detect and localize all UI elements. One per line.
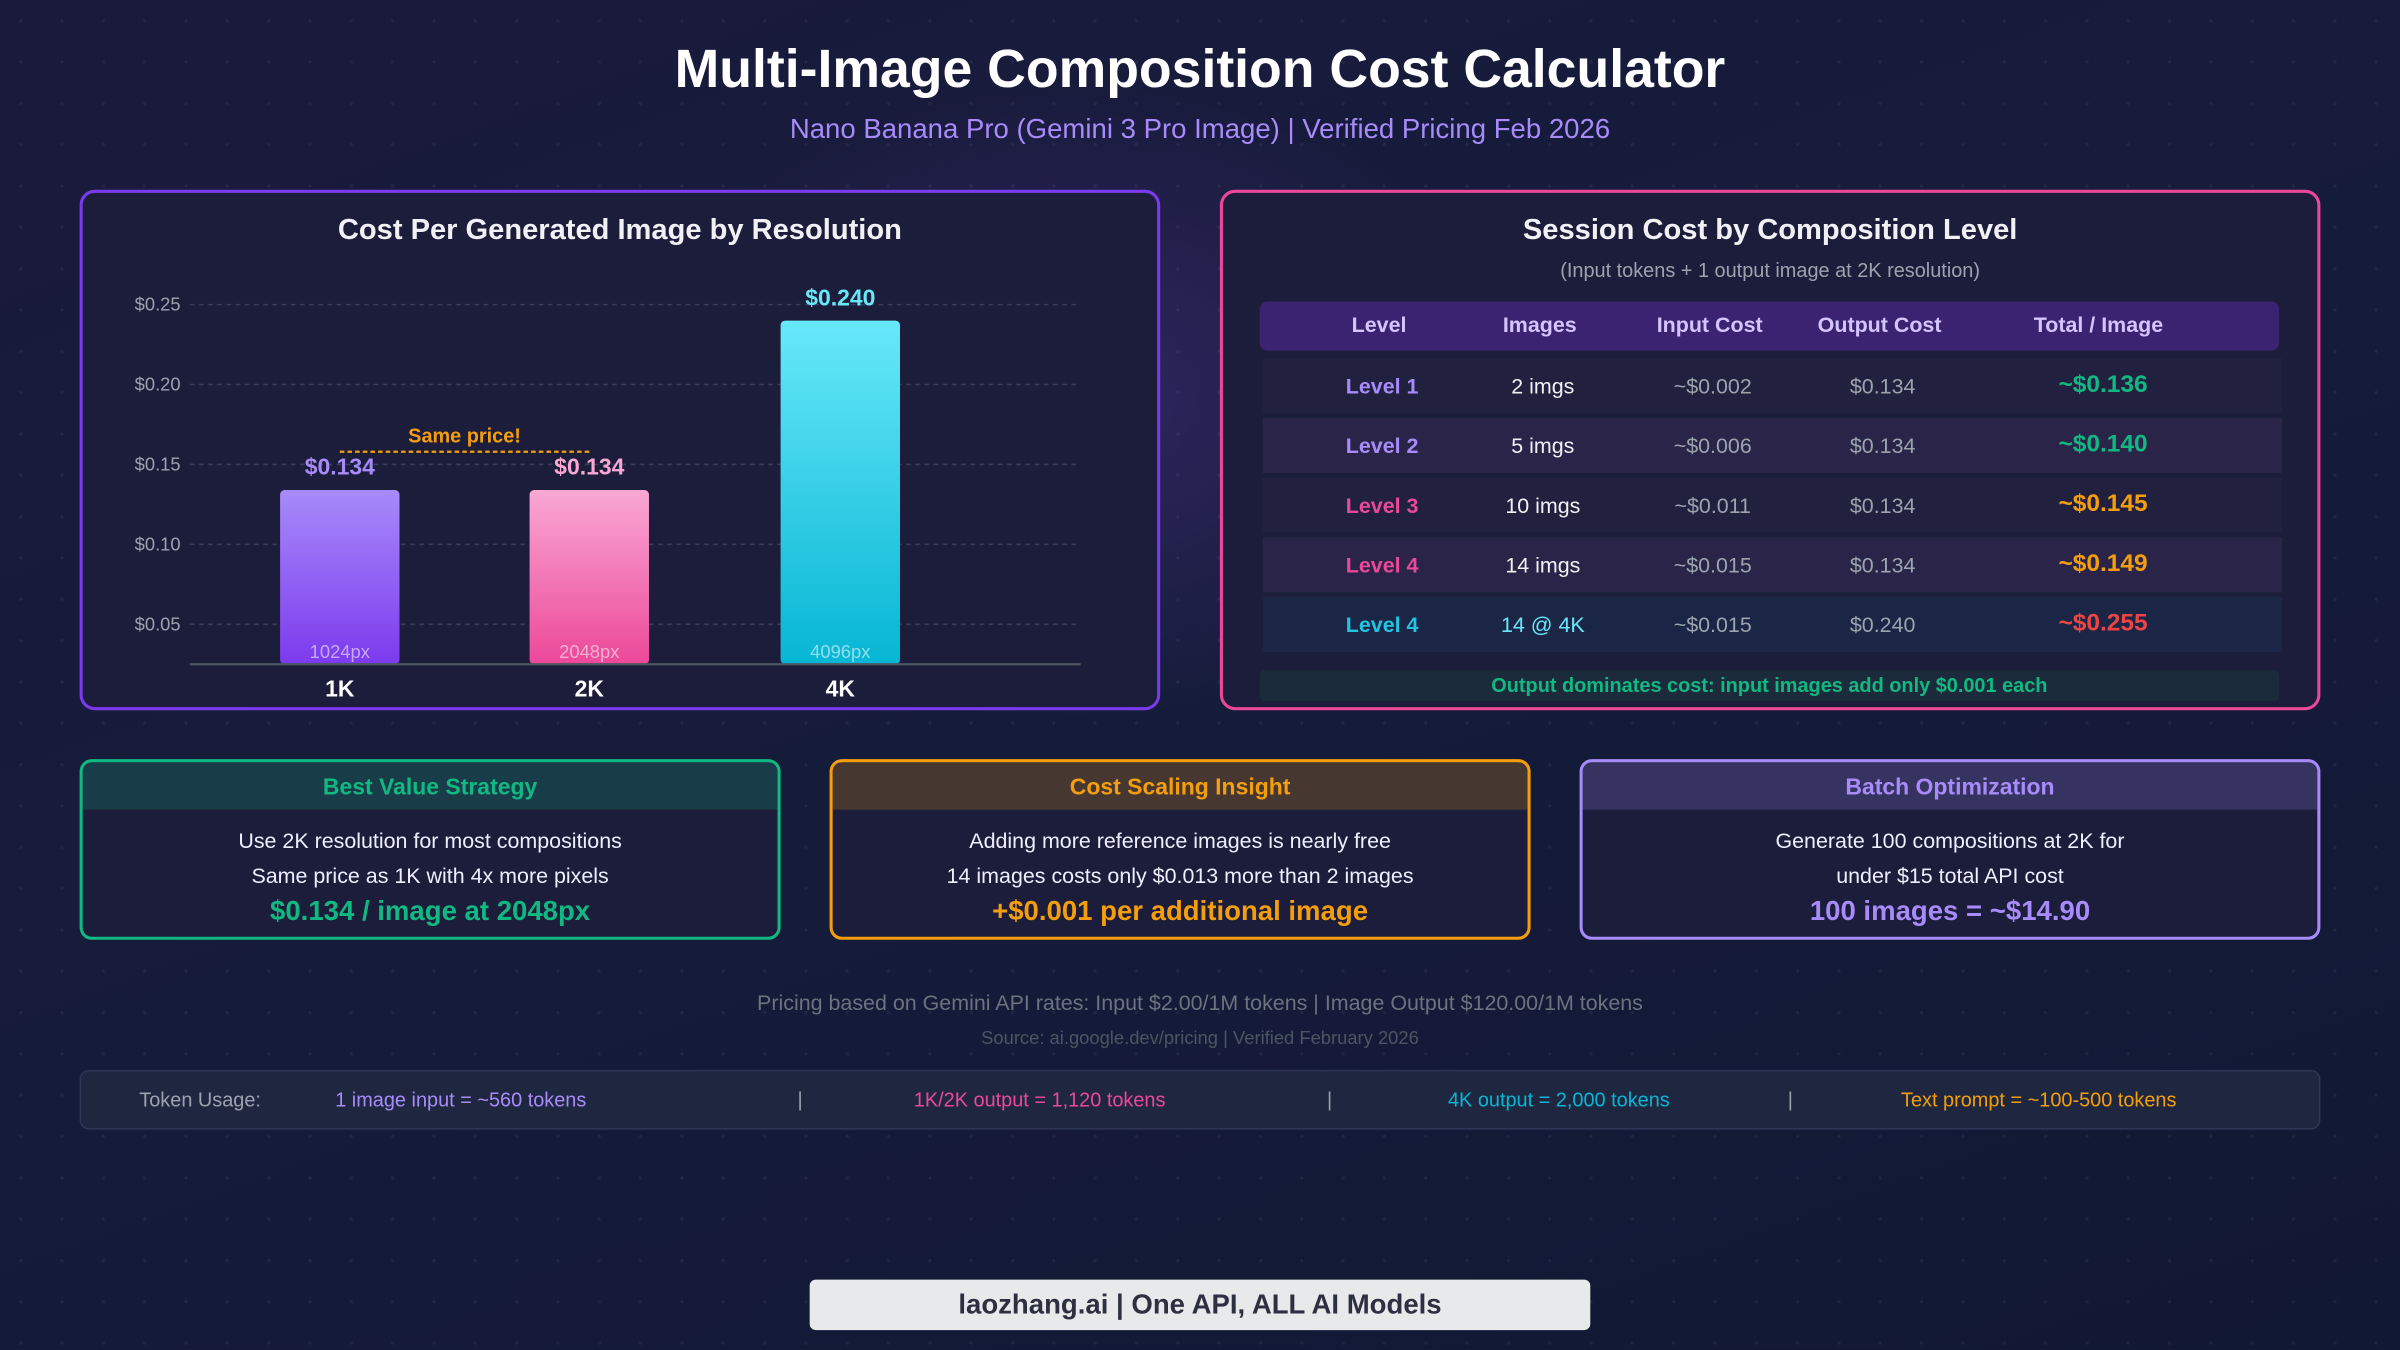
bar-1K [280,490,400,665]
separator: | [797,1088,803,1112]
resolution-chart-panel: Cost Per Generated Image by Resolution $… [79,189,1161,711]
separator: | [1327,1088,1333,1112]
output-cost-cell: $0.134 [1849,433,1916,458]
col-output-cost: Output Cost [1817,312,1942,337]
input-cost-cell: ~$0.006 [1673,433,1752,458]
token-usage-label: Token Usage: [139,1088,261,1112]
images-cell: 10 imgs [1505,492,1581,518]
insight-card: Best Value Strategy Use 2K resolution fo… [79,759,781,940]
bar-sublabel: 4096px [810,641,870,662]
card-highlight: $0.134 / image at 2048px [270,895,591,927]
output-cost-cell: $0.240 [1849,612,1916,637]
total-cell: ~$0.136 [2058,371,2148,398]
x-tick-label: 4K [826,675,856,701]
bar-sublabel: 1024px [310,641,370,662]
table-row: Level 4 14 @ 4K ~$0.015 $0.240 ~$0.255 [1262,596,2283,653]
card-highlight: +$0.001 per additional image [992,895,1369,927]
x-tick-label: 2K [575,675,605,701]
bar-4K [780,320,900,665]
bar-sublabel: 2048px [559,641,619,662]
card-title: Cost Scaling Insight [832,762,1528,810]
same-price-annotation: Same price! [408,426,521,448]
pricing-note: Pricing based on Gemini API rates: Input… [757,990,1643,1015]
insight-card: Cost Scaling Insight Adding more referen… [829,759,1531,940]
composition-table-panel: Session Cost by Composition Level (Input… [1219,189,2321,711]
card-line: Adding more reference images is nearly f… [969,828,1391,853]
insight-card: Batch Optimization Generate 100 composit… [1579,759,2321,940]
card-line: 14 images costs only $0.013 more than 2 … [946,863,1414,888]
card-line: under $15 total API cost [1836,863,2064,888]
x-tick-label: 1K [325,675,355,701]
level-cell: Level 4 [1345,552,1419,578]
token-item: 4K output = 2,000 tokens [1447,1088,1670,1112]
card-line: Generate 100 compositions at 2K for [1775,828,2125,853]
images-cell: 14 @ 4K [1500,612,1585,637]
y-tick-label: $0.15 [135,454,181,475]
card-highlight: 100 images = ~$14.90 [1809,895,2091,927]
table-row: Level 2 5 imgs ~$0.006 $0.134 ~$0.140 [1262,417,2283,473]
total-cell: ~$0.255 [2058,610,2148,637]
table-row: Level 3 10 imgs ~$0.011 $0.134 ~$0.145 [1262,477,2283,533]
token-item: Text prompt = ~100-500 tokens [1901,1088,2177,1112]
total-cell: ~$0.140 [2058,431,2148,458]
col-images: Images [1502,312,1577,337]
page-subtitle: Nano Banana Pro (Gemini 3 Pro Image) | V… [789,113,1611,144]
source-note: Source: ai.google.dev/pricing | Verified… [981,1027,1419,1049]
y-tick-label: $0.25 [135,294,181,315]
chart-title: Cost Per Generated Image by Resolution [337,214,902,247]
bar-value-label: $0.240 [805,284,875,310]
token-item: 1K/2K output = 1,120 tokens [913,1088,1166,1112]
table-header: Level Images Input Cost Output Cost Tota… [1259,301,2280,351]
col-level: Level [1351,312,1407,337]
input-cost-cell: ~$0.002 [1673,373,1752,398]
brand-banner[interactable]: laozhang.ai | One API, ALL AI Models [809,1279,1591,1331]
y-tick-label: $0.10 [135,534,181,555]
images-cell: 14 imgs [1505,552,1581,578]
total-cell: ~$0.145 [2058,491,2148,518]
card-title: Batch Optimization [1582,762,2318,810]
output-cost-cell: $0.134 [1849,373,1916,398]
images-cell: 2 imgs [1511,373,1575,398]
y-tick-label: $0.20 [135,374,181,395]
page-title: Multi-Image Composition Cost Calculator [674,39,1726,100]
level-cell: Level 3 [1345,492,1419,518]
card-line: Use 2K resolution for most compositions [238,828,622,853]
bar-value-label: $0.134 [305,454,375,480]
col-input-cost: Input Cost [1656,312,1763,337]
table-footer-note: Output dominates cost: input images add … [1259,670,2280,702]
input-cost-cell: ~$0.015 [1673,552,1752,578]
col-total: Total / Image [2033,312,2164,337]
separator: | [1787,1088,1793,1112]
card-title: Best Value Strategy [82,762,778,810]
level-cell: Level 4 [1345,612,1419,637]
output-cost-cell: $0.134 [1849,492,1916,518]
card-line: Same price as 1K with 4x more pixels [251,863,609,888]
bar-chart: $0.05 $0.10 $0.15 $0.20 $0.25 $0.134 1024px 1K $… [135,284,1081,701]
input-cost-cell: ~$0.011 [1674,492,1751,518]
token-item: 1 image input = ~560 tokens [335,1088,587,1112]
token-usage-bar: Token Usage: 1 image input = ~560 tokens… [79,1069,2321,1130]
level-cell: Level 2 [1345,433,1419,458]
input-cost-cell: ~$0.015 [1673,612,1752,637]
level-cell: Level 1 [1345,373,1419,398]
table-row: Level 4 14 imgs ~$0.015 $0.134 ~$0.149 [1262,537,2283,593]
table-row: Level 1 2 imgs ~$0.002 $0.134 ~$0.136 [1262,358,2283,414]
bar-value-label: $0.134 [554,454,624,480]
images-cell: 5 imgs [1511,433,1575,458]
y-tick-label: $0.05 [135,613,181,634]
total-cell: ~$0.149 [2058,551,2148,578]
table-title: Session Cost by Composition Level [1522,214,2018,247]
output-cost-cell: $0.134 [1849,552,1916,578]
table-subtitle: (Input tokens + 1 output image at 2K res… [1560,258,1981,282]
bar-2K [529,490,649,665]
